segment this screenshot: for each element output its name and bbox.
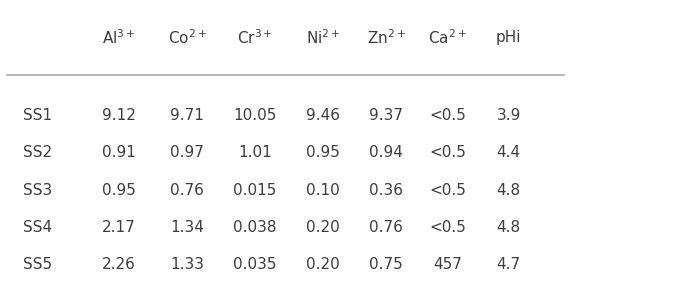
Text: <0.5: <0.5 — [429, 145, 466, 160]
Text: 0.20: 0.20 — [306, 220, 340, 235]
Text: SS4: SS4 — [23, 220, 52, 235]
Text: 9.37: 9.37 — [369, 108, 403, 123]
Text: 0.91: 0.91 — [102, 145, 136, 160]
Text: 1.33: 1.33 — [170, 257, 204, 272]
Text: 4.7: 4.7 — [496, 257, 521, 272]
Text: 9.12: 9.12 — [102, 108, 136, 123]
Text: 9.71: 9.71 — [170, 108, 204, 123]
Text: Ca$^{2+}$: Ca$^{2+}$ — [428, 28, 467, 47]
Text: 4.8: 4.8 — [496, 220, 521, 235]
Text: 0.95: 0.95 — [306, 145, 340, 160]
Text: pHi: pHi — [496, 30, 522, 45]
Text: 4.4: 4.4 — [496, 145, 521, 160]
Text: 10.05: 10.05 — [233, 108, 277, 123]
Text: 0.20: 0.20 — [306, 257, 340, 272]
Text: SS2: SS2 — [23, 145, 52, 160]
Text: Al$^{3+}$: Al$^{3+}$ — [102, 28, 136, 47]
Text: SS5: SS5 — [23, 257, 52, 272]
Text: SS1: SS1 — [23, 108, 52, 123]
Text: 1.34: 1.34 — [170, 220, 204, 235]
Text: SS3: SS3 — [22, 183, 52, 198]
Text: 0.75: 0.75 — [369, 257, 403, 272]
Text: 0.10: 0.10 — [306, 183, 340, 198]
Text: <0.5: <0.5 — [429, 183, 466, 198]
Text: 0.035: 0.035 — [233, 257, 277, 272]
Text: 0.76: 0.76 — [369, 220, 403, 235]
Text: 0.95: 0.95 — [102, 183, 136, 198]
Text: 9.46: 9.46 — [306, 108, 340, 123]
Text: 0.015: 0.015 — [233, 183, 277, 198]
Text: 2.26: 2.26 — [102, 257, 136, 272]
Text: 0.36: 0.36 — [369, 183, 403, 198]
Text: <0.5: <0.5 — [429, 108, 466, 123]
Text: 1.01: 1.01 — [238, 145, 272, 160]
Text: Co$^{2+}$: Co$^{2+}$ — [167, 28, 207, 47]
Text: 457: 457 — [433, 257, 462, 272]
Text: <0.5: <0.5 — [429, 220, 466, 235]
Text: Zn$^{2+}$: Zn$^{2+}$ — [367, 28, 406, 47]
Text: Ni$^{2+}$: Ni$^{2+}$ — [306, 28, 340, 47]
Text: 4.8: 4.8 — [496, 183, 521, 198]
Text: Cr$^{3+}$: Cr$^{3+}$ — [237, 28, 273, 47]
Text: 0.97: 0.97 — [170, 145, 204, 160]
Text: 0.76: 0.76 — [170, 183, 204, 198]
Text: 0.038: 0.038 — [233, 220, 277, 235]
Text: 2.17: 2.17 — [102, 220, 136, 235]
Text: 3.9: 3.9 — [496, 108, 521, 123]
Text: 0.94: 0.94 — [369, 145, 403, 160]
